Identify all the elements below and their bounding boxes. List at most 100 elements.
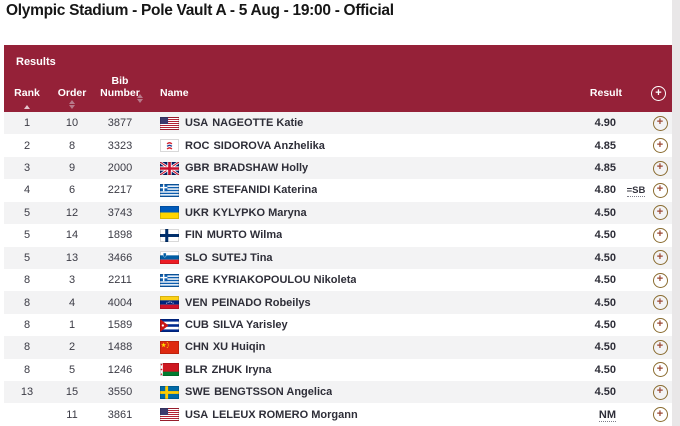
rank-cell: 8 bbox=[23, 341, 31, 354]
expand-cell bbox=[648, 205, 672, 221]
name-cell: GRE KYRIAKOPOULOU Nikoleta bbox=[146, 273, 564, 287]
plus-circle-icon[interactable] bbox=[652, 115, 668, 131]
bib-number-cell: 4004 bbox=[107, 296, 133, 309]
name-cell: GRE STEFANIDI Katerina bbox=[146, 183, 564, 197]
expand-cell bbox=[648, 317, 672, 333]
plus-circle-icon[interactable] bbox=[652, 227, 668, 243]
sort-arrows-icon[interactable] bbox=[4, 105, 50, 109]
rank-cell: 8 bbox=[23, 296, 31, 309]
plus-circle-icon[interactable] bbox=[652, 362, 668, 378]
name-cell: UKR KYLYPKO Maryna bbox=[146, 206, 564, 220]
result-cell: 4.50 bbox=[564, 229, 622, 241]
table-row: 3 9 2000 GBR BRADSHAW Holly 4.85 bbox=[4, 156, 672, 180]
result-value: 4.90 bbox=[594, 117, 616, 130]
table-row: 11 3861 USA LELEUX ROMERO Morgann NM bbox=[4, 403, 672, 425]
column-header-rank[interactable]: Rank bbox=[14, 86, 40, 99]
plus-circle-icon[interactable] bbox=[652, 250, 668, 266]
bib-number-cell: 2211 bbox=[108, 274, 132, 287]
noc-code: CUB bbox=[185, 319, 209, 331]
plus-circle-icon[interactable] bbox=[652, 407, 668, 423]
order-cell: 9 bbox=[68, 162, 76, 175]
order-cell: 4 bbox=[68, 296, 76, 309]
result-cell: 4.50 bbox=[564, 319, 622, 331]
athlete-name: STEFANIDI Katerina bbox=[212, 184, 318, 197]
plus-circle-icon[interactable] bbox=[652, 317, 668, 333]
result-value: 4.50 bbox=[594, 229, 616, 242]
result-cell: 4.50 bbox=[564, 252, 622, 264]
result-value: 4.50 bbox=[594, 341, 616, 354]
expand-cell bbox=[648, 138, 672, 154]
result-value: 4.50 bbox=[594, 296, 616, 309]
noc-code: GRE bbox=[185, 184, 209, 197]
expand-cell bbox=[648, 339, 672, 355]
order-cell: 3 bbox=[68, 274, 76, 287]
expand-cell bbox=[648, 295, 672, 311]
order-cell: 14 bbox=[65, 229, 79, 242]
flag-icon-usa bbox=[160, 116, 179, 130]
athlete-name: SILVA Yarisley bbox=[212, 319, 288, 331]
rank-cell: 1 bbox=[23, 117, 31, 130]
table-row: 8 5 1246 BLR ZHUK Iryna 4.50 bbox=[4, 359, 672, 381]
flag-icon-slo bbox=[160, 251, 179, 265]
plus-circle-icon[interactable] bbox=[652, 384, 668, 400]
table-row: 5 13 3466 SLO SUTEJ Tina 4.50 bbox=[4, 246, 672, 269]
name-cell: GBR BRADSHAW Holly bbox=[146, 161, 564, 175]
athlete-name: ZHUK Iryna bbox=[211, 363, 272, 376]
name-cell: CUB SILVA Yarisley bbox=[146, 318, 564, 332]
rank-cell: 13 bbox=[20, 386, 34, 399]
expand-cell bbox=[648, 362, 672, 378]
result-cell: 4.50 bbox=[564, 364, 622, 376]
flag-icon-ven bbox=[160, 296, 179, 310]
sort-arrows-icon[interactable] bbox=[135, 94, 145, 103]
result-value: 4.50 bbox=[594, 206, 616, 219]
result-value: 4.50 bbox=[594, 386, 616, 399]
name-cell: ROC SIDOROVA Anzhelika bbox=[146, 139, 564, 153]
column-header-order[interactable]: Order bbox=[57, 86, 87, 99]
table-row: 5 14 1898 FIN MURTO Wilma 4.50 bbox=[4, 224, 672, 246]
plus-circle-icon[interactable] bbox=[651, 86, 666, 101]
noc-code: FIN bbox=[185, 229, 203, 242]
plus-circle-icon[interactable] bbox=[652, 272, 668, 288]
table-row: 13 15 3550 SWE BENGTSSON Angelica 4.50 bbox=[4, 381, 672, 404]
results-header: Results Rank Order Bib Number Name Resul… bbox=[4, 45, 672, 112]
rank-cell: 3 bbox=[23, 162, 31, 175]
plus-circle-icon[interactable] bbox=[652, 182, 668, 198]
sort-arrows-icon[interactable] bbox=[50, 100, 94, 109]
plus-circle-icon[interactable] bbox=[652, 339, 668, 355]
noc-code: USA bbox=[185, 117, 209, 130]
plus-circle-icon[interactable] bbox=[652, 160, 668, 176]
name-cell: USA LELEUX ROMERO Morgann bbox=[146, 408, 564, 422]
athlete-name: BRADSHAW Holly bbox=[213, 162, 309, 175]
plus-circle-icon[interactable] bbox=[652, 205, 668, 221]
result-cell: 4.50 bbox=[564, 297, 622, 309]
order-cell: 15 bbox=[65, 386, 79, 399]
bib-number-cell: 3877 bbox=[107, 117, 133, 130]
bib-number-cell: 2217 bbox=[107, 184, 133, 197]
bib-number-cell: 3323 bbox=[107, 139, 133, 152]
column-header-name: Name bbox=[160, 86, 189, 99]
result-value: 4.50 bbox=[594, 319, 616, 331]
bib-number-cell: 3861 bbox=[107, 408, 133, 421]
result-value: 4.50 bbox=[594, 363, 616, 376]
plus-circle-icon[interactable] bbox=[652, 138, 668, 154]
result-value: NM bbox=[598, 408, 616, 422]
flag-icon-roc bbox=[160, 139, 179, 153]
result-value: 4.80 bbox=[594, 184, 616, 197]
flag-icon-swe bbox=[160, 385, 179, 399]
plus-circle-icon[interactable] bbox=[652, 295, 668, 311]
expand-cell bbox=[648, 227, 672, 243]
expand-cell bbox=[648, 160, 672, 176]
bib-number-cell: 1488 bbox=[107, 341, 133, 354]
column-header-bib-number[interactable]: Bib Number bbox=[100, 74, 140, 99]
bib-number-cell: 1246 bbox=[107, 363, 133, 376]
rank-cell: 5 bbox=[23, 206, 31, 219]
results-panel: Results Rank Order Bib Number Name Resul… bbox=[4, 45, 672, 426]
table-row: 5 12 3743 UKR KYLYPKO Maryna 4.50 bbox=[4, 201, 672, 225]
flag-icon-fin bbox=[160, 228, 179, 242]
table-row: 2 8 3323 ROC SIDOROVA Anzhelika 4.85 bbox=[4, 134, 672, 156]
bib-number-cell: 3550 bbox=[107, 386, 133, 399]
name-cell: VEN PEINADO Robeilys bbox=[146, 296, 564, 310]
name-cell: BLR ZHUK Iryna bbox=[146, 363, 564, 377]
rank-cell: 5 bbox=[23, 251, 31, 264]
flag-icon-usa bbox=[160, 408, 179, 422]
